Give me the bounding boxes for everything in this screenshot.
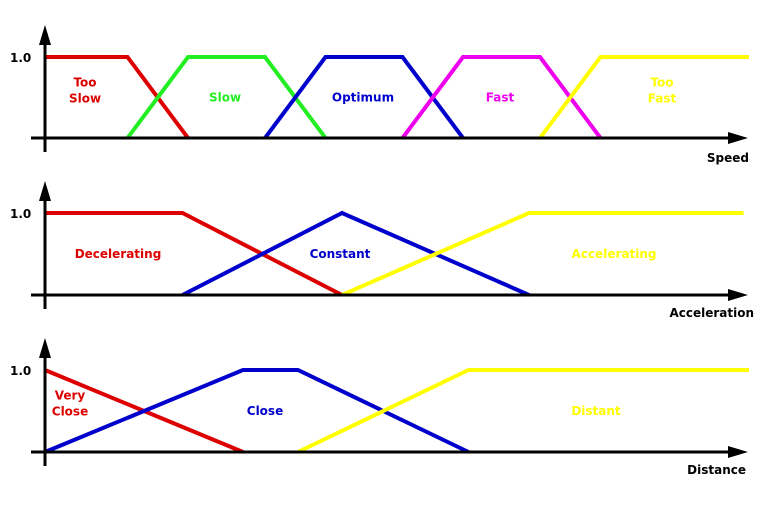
set-label-constant: Constant — [310, 247, 371, 261]
set-label-too-fast-line-1: Too — [650, 75, 673, 89]
set-label-decelerating: Decelerating — [75, 247, 162, 261]
membership-line-too-fast — [538, 55, 749, 140]
y-axis-arrow-speed — [39, 25, 51, 45]
x-axis-arrow-distance — [728, 446, 748, 458]
x-axis-arrow-speed — [728, 132, 748, 144]
y-tick-label-acceleration: 1.0 — [10, 207, 31, 221]
membership-line-accelerating — [341, 211, 744, 297]
chart-acceleration: 1.0 Acceleration Decelerating Constant Accel… — [10, 181, 754, 320]
membership-line-constant — [181, 210, 530, 297]
set-label-accelerating: Accelerating — [572, 247, 657, 261]
membership-line-too-slow — [45, 55, 190, 140]
x-axis-arrow-acceleration — [728, 289, 748, 301]
chart-distance: 1.0 Distance Very Close Close Distant — [10, 338, 749, 477]
membership-line-distant — [297, 368, 749, 454]
set-label-too-slow-line-2: Slow — [69, 91, 101, 105]
membership-line-decelerating — [45, 211, 343, 297]
set-label-too-fast-line-2: Fast — [648, 91, 677, 105]
set-label-slow: Slow — [209, 91, 241, 105]
axis-label-speed: Speed — [707, 151, 749, 165]
y-tick-label-distance: 1.0 — [10, 364, 31, 378]
set-label-close: Close — [247, 404, 283, 418]
axis-label-distance: Distance — [687, 463, 746, 477]
y-axis-arrow-distance — [39, 338, 51, 358]
set-label-too-slow-line-1: Too — [73, 75, 96, 89]
y-axis-arrow-acceleration — [39, 181, 51, 201]
set-label-optimum: Optimum — [332, 91, 394, 105]
chart-speed: 1.0 Speed Too Slow Slow Optimum Fast Too Fast — [10, 25, 749, 165]
axis-label-acceleration: Acceleration — [669, 306, 754, 320]
set-label-very-close-line-1: Very — [55, 389, 86, 403]
set-label-very-close-line-2: Close — [52, 405, 88, 419]
set-label-fast: Fast — [486, 91, 515, 105]
y-tick-label-speed: 1.0 — [10, 51, 31, 65]
set-label-distant: Distant — [571, 404, 621, 418]
